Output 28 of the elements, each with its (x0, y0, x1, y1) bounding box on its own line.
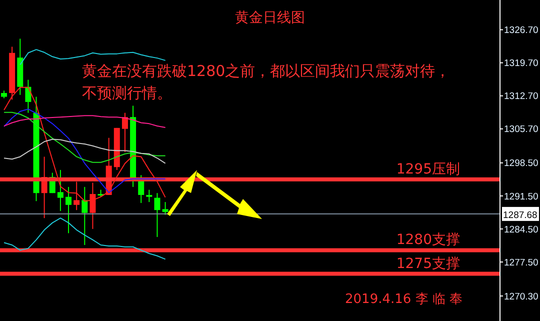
y-tick-label: 1277.50 (504, 257, 538, 268)
y-tick-label: 1326.70 (504, 25, 538, 36)
candlestick (122, 112, 128, 153)
ref-line-label: 1287.68 (503, 210, 538, 221)
ref-line-label: 1295压制 (396, 161, 460, 178)
y-tick-label: 1319.70 (504, 58, 538, 70)
candlestick (154, 192, 160, 238)
annotation: 2019.4.16 李 临 奉 (345, 291, 463, 308)
y-tick-label: 1312.70 (504, 91, 538, 102)
y-tick-label: 1284.50 (504, 224, 538, 236)
candlestick (162, 202, 168, 216)
y-tick-label: 1298.50 (504, 158, 538, 170)
line-series (4, 218, 166, 260)
candlestick (57, 169, 64, 212)
y-tick-label: 1270.30 (504, 291, 538, 302)
line-series (4, 115, 166, 128)
annotation: 黄金在没有跌破1280之前，都以区间我们只震荡对待，不预测行情。 (82, 61, 452, 104)
y-tick-label: 1291.50 (504, 191, 538, 202)
ref-line-label: 1280支撑 (396, 232, 460, 248)
text: 黄金日线图 (234, 9, 306, 27)
ref-line-label: 1275支撑 (396, 256, 460, 272)
y-tick-label: 1305.70 (504, 124, 538, 136)
line-series (4, 138, 166, 164)
line-series (4, 112, 166, 163)
candlestick (66, 186, 72, 234)
candlestick (82, 186, 88, 246)
line-series (4, 108, 166, 194)
candlestick (146, 189, 152, 203)
